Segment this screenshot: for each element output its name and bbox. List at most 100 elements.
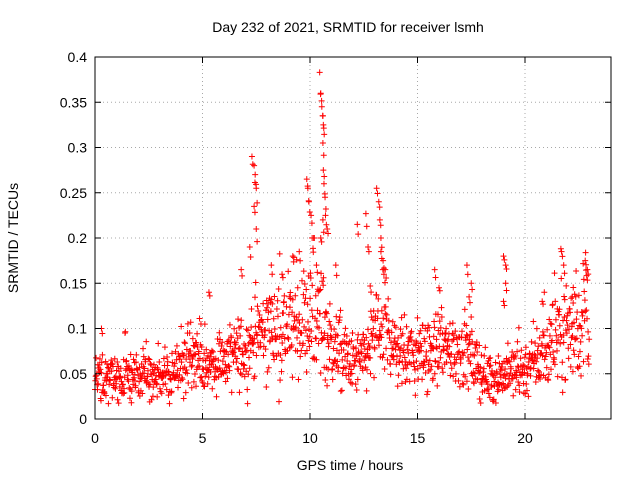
data-point <box>253 352 260 359</box>
data-point <box>438 304 445 311</box>
data-point <box>564 322 571 329</box>
data-point <box>162 380 169 387</box>
data-point <box>560 262 567 269</box>
data-point <box>371 345 378 352</box>
data-point <box>375 295 382 302</box>
data-point <box>557 245 564 252</box>
data-point <box>339 370 346 377</box>
data-point <box>260 352 267 359</box>
data-point <box>176 353 183 360</box>
data-point <box>436 359 443 366</box>
data-point <box>231 338 238 345</box>
data-point <box>332 262 339 269</box>
data-point <box>432 358 439 365</box>
data-point <box>124 372 131 379</box>
data-point <box>379 354 386 361</box>
data-point <box>322 194 329 201</box>
data-point <box>248 153 255 160</box>
data-point <box>365 326 372 333</box>
data-point <box>404 346 411 353</box>
data-point <box>347 360 354 367</box>
data-point <box>213 393 220 400</box>
data-point <box>583 261 590 268</box>
data-point <box>198 343 205 350</box>
data-point <box>209 385 216 392</box>
y-tick-label: 0.05 <box>60 366 87 382</box>
data-point <box>345 341 352 348</box>
data-point <box>522 390 529 397</box>
y-tick-label: 0.35 <box>60 94 87 110</box>
data-point <box>377 222 384 229</box>
data-point <box>106 376 113 383</box>
data-point <box>398 380 405 387</box>
data-point <box>431 266 438 273</box>
data-point <box>562 376 569 383</box>
data-point <box>308 212 315 219</box>
data-point <box>486 355 493 362</box>
data-point <box>235 345 242 352</box>
data-point <box>502 280 509 287</box>
data-point <box>545 343 552 350</box>
data-point <box>246 244 253 251</box>
data-point <box>333 272 340 279</box>
data-point <box>375 198 382 205</box>
data-point <box>349 352 356 359</box>
data-point <box>498 367 505 374</box>
data-point <box>270 315 277 322</box>
data-point <box>319 112 326 119</box>
data-point <box>348 370 355 377</box>
data-point <box>534 355 541 362</box>
data-point <box>160 355 167 362</box>
data-point <box>468 328 475 335</box>
data-point <box>570 284 577 291</box>
data-point <box>378 334 385 341</box>
data-point <box>314 269 321 276</box>
data-point <box>334 332 341 339</box>
data-point <box>126 384 133 391</box>
data-point <box>569 332 576 339</box>
data-point <box>426 333 433 340</box>
data-point <box>284 321 291 328</box>
data-point <box>471 370 478 377</box>
data-point <box>581 297 588 304</box>
data-point <box>178 374 185 381</box>
data-point <box>233 330 240 337</box>
data-point <box>428 342 435 349</box>
data-point <box>469 351 476 358</box>
data-point <box>400 349 407 356</box>
data-point <box>416 330 423 337</box>
y-tick-label: 0.1 <box>68 321 88 337</box>
data-point <box>425 367 432 374</box>
data-point <box>380 271 387 278</box>
data-point <box>555 337 562 344</box>
data-point <box>230 349 237 356</box>
data-point <box>465 386 472 393</box>
data-point <box>155 340 162 347</box>
data-point <box>345 376 352 383</box>
data-point <box>252 171 259 178</box>
data-point <box>584 266 591 273</box>
data-point <box>582 257 589 264</box>
data-point <box>382 303 389 310</box>
data-point <box>117 373 124 380</box>
data-point <box>376 216 383 223</box>
data-point <box>140 345 147 352</box>
data-point <box>495 386 502 393</box>
data-point <box>478 381 485 387</box>
data-point <box>248 324 255 331</box>
data-point <box>262 327 269 334</box>
data-point <box>226 367 233 374</box>
data-point <box>397 326 404 333</box>
data-point <box>439 369 446 376</box>
data-point <box>385 317 392 324</box>
data-point <box>476 342 483 349</box>
data-point <box>442 330 449 337</box>
data-point <box>477 400 484 407</box>
data-point <box>219 339 226 346</box>
data-point <box>261 332 268 339</box>
data-point <box>368 330 375 337</box>
data-point <box>506 358 513 365</box>
data-point <box>549 337 556 344</box>
data-point <box>323 310 330 317</box>
data-point <box>567 363 574 370</box>
